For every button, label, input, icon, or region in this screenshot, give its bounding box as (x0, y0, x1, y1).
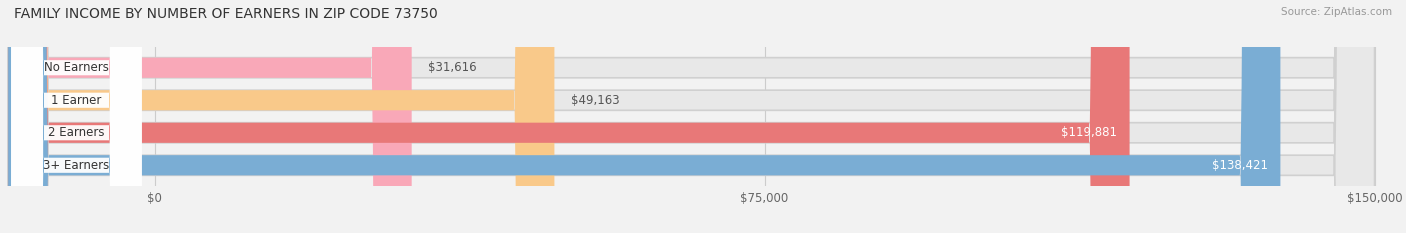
FancyBboxPatch shape (8, 0, 1375, 233)
Text: Source: ZipAtlas.com: Source: ZipAtlas.com (1281, 7, 1392, 17)
FancyBboxPatch shape (11, 0, 142, 233)
FancyBboxPatch shape (8, 0, 1375, 233)
FancyBboxPatch shape (8, 0, 554, 233)
FancyBboxPatch shape (8, 0, 1375, 233)
FancyBboxPatch shape (11, 0, 142, 233)
Text: FAMILY INCOME BY NUMBER OF EARNERS IN ZIP CODE 73750: FAMILY INCOME BY NUMBER OF EARNERS IN ZI… (14, 7, 437, 21)
FancyBboxPatch shape (8, 0, 1281, 233)
Text: 1 Earner: 1 Earner (51, 94, 101, 107)
FancyBboxPatch shape (11, 0, 142, 233)
FancyBboxPatch shape (8, 0, 1375, 233)
Text: No Earners: No Earners (44, 61, 108, 74)
Text: $31,616: $31,616 (427, 61, 477, 74)
FancyBboxPatch shape (8, 0, 412, 233)
Text: 2 Earners: 2 Earners (48, 126, 104, 139)
Text: $119,881: $119,881 (1062, 126, 1118, 139)
Text: $49,163: $49,163 (571, 94, 619, 107)
Text: $138,421: $138,421 (1212, 159, 1268, 172)
Text: 3+ Earners: 3+ Earners (44, 159, 110, 172)
FancyBboxPatch shape (11, 0, 142, 233)
FancyBboxPatch shape (8, 0, 1129, 233)
